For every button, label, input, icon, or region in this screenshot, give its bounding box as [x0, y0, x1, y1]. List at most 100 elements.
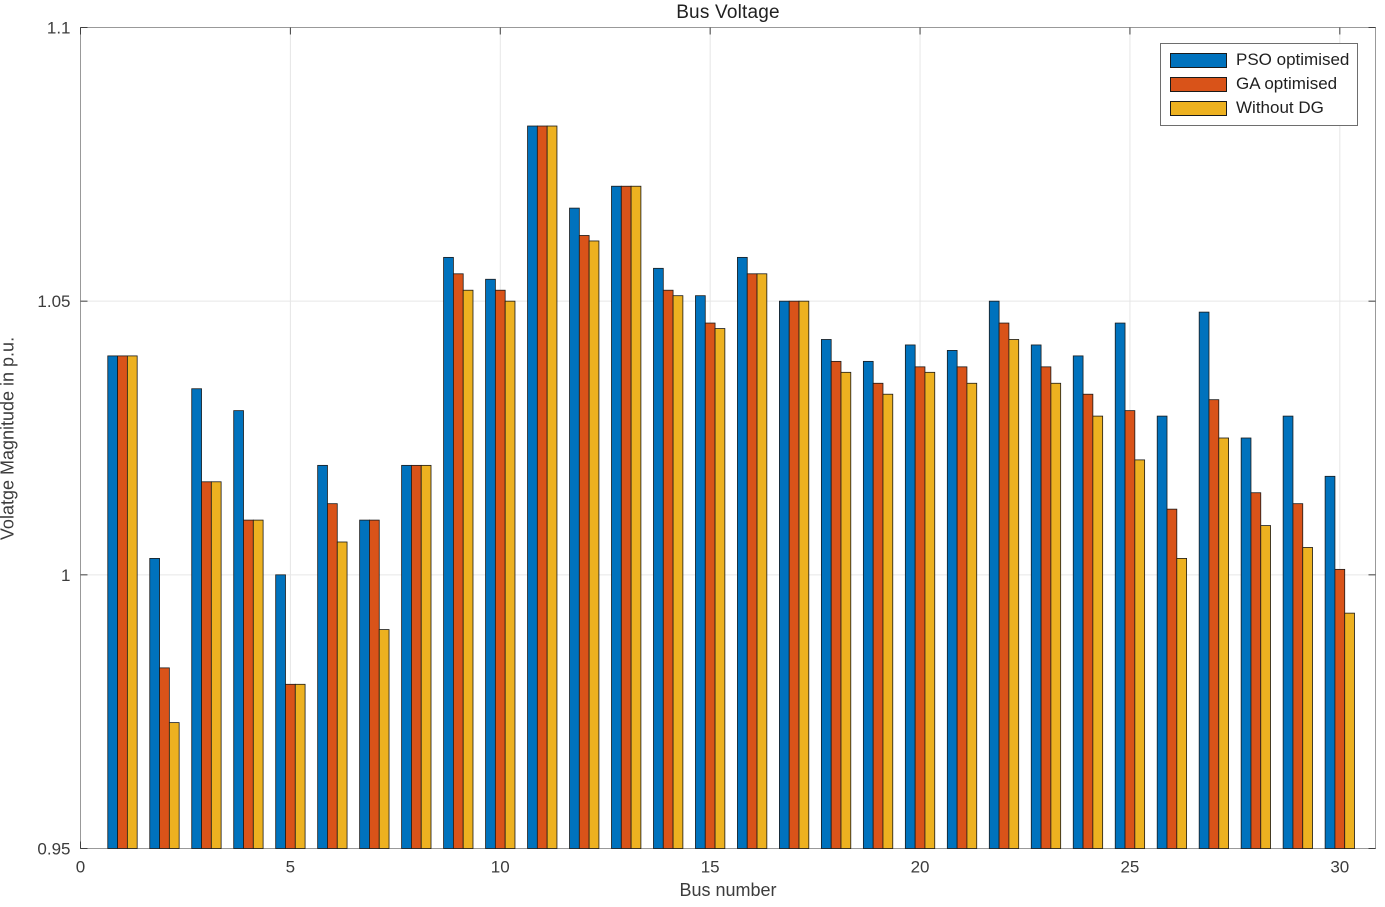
bar — [1282, 415, 1294, 849]
bar — [504, 300, 516, 849]
bar — [1030, 344, 1042, 849]
bar — [578, 235, 590, 849]
bar — [294, 683, 306, 849]
bar — [798, 300, 810, 849]
bar — [672, 295, 684, 849]
bar — [359, 519, 370, 849]
bar — [317, 464, 328, 849]
bar — [630, 185, 642, 849]
bar — [1050, 382, 1062, 849]
bar — [1092, 415, 1104, 849]
bar — [714, 328, 726, 849]
bar — [1344, 612, 1355, 849]
x-tick-label: 5 — [286, 858, 295, 877]
bar — [1240, 437, 1252, 849]
y-tick-label: 1.05 — [37, 292, 70, 311]
bar — [420, 464, 432, 849]
bar — [126, 355, 138, 849]
bar — [569, 207, 580, 849]
legend: PSO optimised GA optimised Without DG — [1160, 43, 1358, 126]
axis-box — [80, 27, 1376, 849]
bar — [210, 481, 222, 849]
bar — [411, 464, 422, 849]
y-axis-label: Volatge Magnitude in p.u. — [0, 336, 18, 541]
bar — [966, 382, 978, 849]
bar — [1040, 366, 1052, 849]
bar — [1082, 393, 1094, 849]
bar — [779, 300, 790, 849]
bar — [956, 366, 968, 849]
chart-title: Bus Voltage — [676, 2, 780, 23]
bar — [285, 683, 296, 849]
bar — [191, 388, 202, 849]
x-tick-label: 15 — [701, 858, 720, 877]
bar — [168, 722, 180, 849]
bar — [233, 410, 244, 849]
legend-item: PSO optimised — [1161, 48, 1357, 72]
y-tick-label: 1.1 — [47, 19, 71, 38]
bar — [1114, 322, 1126, 849]
legend-label: GA optimised — [1236, 74, 1338, 93]
x-tick-label: 25 — [1120, 858, 1139, 877]
x-tick-label: 0 — [76, 858, 85, 877]
legend-swatch-ga-icon — [1170, 76, 1227, 92]
bar — [275, 574, 286, 849]
bar — [1198, 311, 1210, 849]
bar — [494, 289, 506, 849]
bar — [830, 360, 842, 849]
bar — [946, 350, 958, 849]
bar — [107, 355, 118, 849]
bar — [536, 125, 548, 849]
legend-item: GA optimised — [1161, 72, 1357, 96]
bar — [1134, 459, 1146, 849]
bar — [149, 558, 160, 849]
bar — [788, 300, 800, 849]
bar — [1334, 568, 1346, 849]
y-tick-label: 1 — [61, 566, 70, 585]
bar — [201, 481, 212, 849]
bar — [1302, 547, 1313, 849]
x-tick-label: 20 — [911, 858, 930, 877]
bar — [452, 273, 464, 849]
bar — [1176, 558, 1188, 849]
legend-swatch-wdg-icon — [1170, 100, 1227, 116]
bar — [1124, 410, 1136, 849]
bar — [882, 393, 894, 849]
bar — [378, 629, 390, 849]
bar — [862, 360, 874, 849]
bar — [914, 366, 926, 849]
bar — [588, 240, 600, 849]
bar — [159, 667, 170, 849]
bar — [1156, 415, 1168, 849]
y-tick-label: 0.95 — [37, 840, 70, 859]
bar — [369, 519, 380, 849]
bar — [443, 256, 454, 849]
bar — [737, 256, 748, 849]
bar — [695, 295, 706, 849]
legend-label: Without DG — [1236, 98, 1324, 117]
bar — [653, 267, 664, 849]
bar — [820, 339, 832, 849]
bar — [704, 322, 716, 849]
legend-label: PSO optimised — [1236, 50, 1350, 69]
x-axis-label: Bus number — [679, 880, 777, 900]
bar — [327, 503, 338, 849]
bar — [485, 278, 496, 849]
bar — [746, 273, 758, 849]
bar — [462, 289, 474, 849]
bar — [546, 125, 558, 849]
bar — [840, 371, 852, 849]
bar — [611, 185, 622, 849]
x-tick-label: 10 — [491, 858, 510, 877]
bar — [1208, 399, 1220, 849]
bar — [620, 185, 632, 849]
bar — [872, 382, 884, 849]
bar — [1008, 339, 1020, 849]
bar — [988, 300, 1000, 849]
bar — [1260, 525, 1271, 849]
bar — [662, 289, 674, 849]
bar — [1218, 437, 1229, 849]
bar — [1292, 503, 1304, 849]
bar — [527, 125, 538, 849]
bar — [336, 541, 348, 849]
